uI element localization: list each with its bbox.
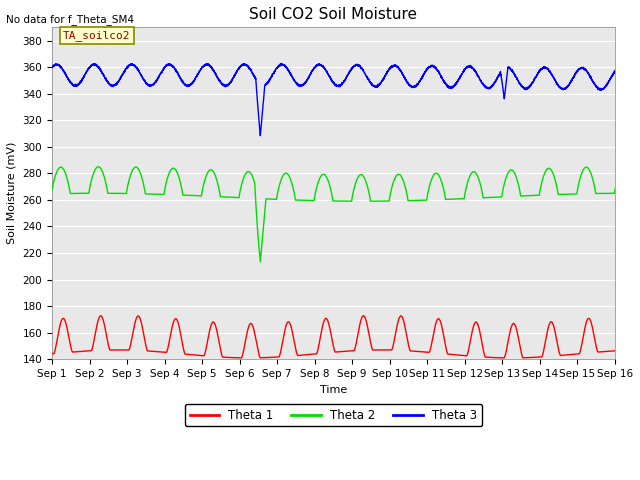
Text: TA_soilco2: TA_soilco2	[63, 30, 131, 41]
Title: Soil CO2 Soil Moisture: Soil CO2 Soil Moisture	[250, 7, 417, 22]
Y-axis label: Soil Moisture (mV): Soil Moisture (mV)	[7, 142, 17, 244]
X-axis label: Time: Time	[320, 384, 347, 395]
Legend: Theta 1, Theta 2, Theta 3: Theta 1, Theta 2, Theta 3	[185, 404, 482, 426]
Text: No data for f_Theta_SM4: No data for f_Theta_SM4	[6, 14, 134, 25]
